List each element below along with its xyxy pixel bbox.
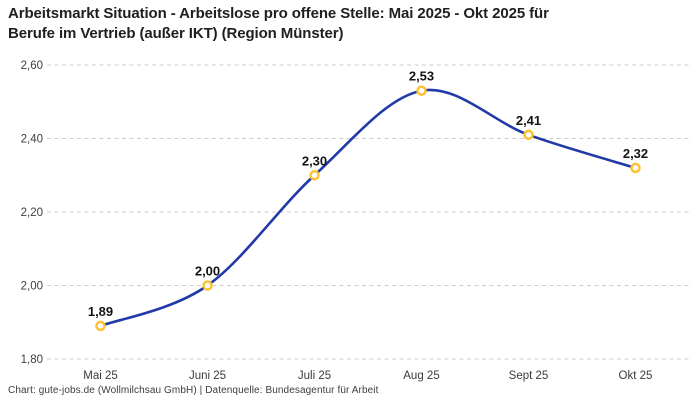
y-axis-tick-label: 1,80	[21, 354, 43, 366]
y-axis-tick-label: 2,00	[21, 281, 43, 293]
y-axis-tick-label: 2,20	[21, 207, 43, 219]
x-axis-tick-label: Juni 25	[189, 370, 226, 382]
data-point-marker	[416, 85, 427, 96]
data-point-label: 1,89	[88, 304, 113, 319]
chart-title: Arbeitsmarkt Situation - Arbeitslose pro…	[8, 4, 696, 43]
x-axis-tick-label: Okt 25	[619, 370, 653, 382]
data-point-marker	[523, 129, 534, 141]
data-point-marker	[309, 170, 320, 181]
x-axis-tick-label: Aug 25	[403, 370, 439, 382]
data-point-label: 2,32	[623, 146, 648, 161]
data-point-label: 2,41	[516, 113, 541, 128]
x-axis-tick-label: Mai 25	[83, 370, 118, 382]
data-point-marker	[95, 320, 106, 332]
chart-title-line2: Berufe im Vertrieb (außer IKT) (Region M…	[8, 24, 344, 42]
data-point-label: 2,00	[195, 264, 220, 279]
data-point-label: 2,30	[302, 153, 327, 168]
y-axis-tick-label: 2,40	[21, 134, 43, 146]
chart-title-line1: Arbeitsmarkt Situation - Arbeitslose pro…	[8, 5, 549, 22]
data-point-marker	[630, 162, 641, 174]
x-axis-tick-label: Sept 25	[509, 370, 549, 382]
y-axis-tick-label: 2,60	[21, 60, 43, 72]
series-line	[99, 88, 637, 328]
data-point-label: 2,53	[409, 69, 434, 84]
data-point-marker	[202, 280, 213, 291]
x-axis-tick-label: Juli 25	[298, 370, 331, 382]
chart-footer: Chart: gute-jobs.de (Wollmilchsau GmbH) …	[8, 385, 379, 396]
